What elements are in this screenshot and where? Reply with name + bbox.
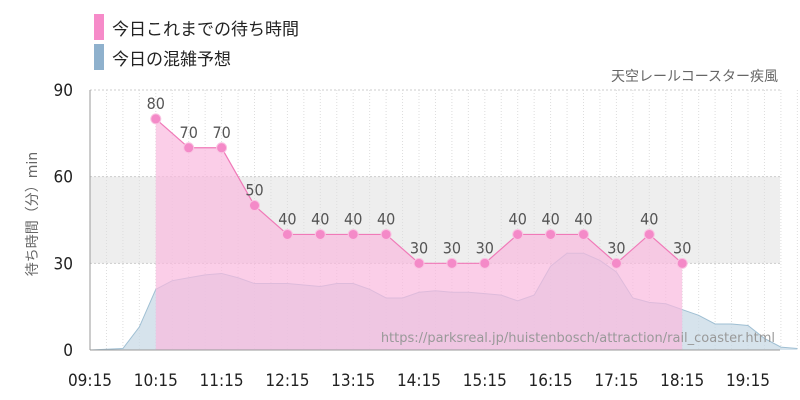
wait-marker [512, 228, 524, 240]
legend-swatch-crowd [94, 44, 104, 70]
wait-area [155, 118, 683, 350]
wait-marker [216, 142, 228, 154]
y-tick-label: 60 [54, 168, 73, 188]
wait-data-label: 80 [147, 94, 165, 113]
wait-data-label: 40 [509, 209, 527, 228]
x-tick-label: 18:15 [660, 371, 704, 391]
wait-data-label: 30 [476, 238, 494, 257]
y-tick-label: 90 [54, 81, 73, 101]
wait-marker [281, 228, 293, 240]
x-tick-label: 14:15 [397, 371, 441, 391]
wait-data-label: 40 [640, 209, 658, 228]
wait-marker [610, 257, 622, 269]
wait-marker [183, 142, 195, 154]
marker-layer [150, 113, 688, 269]
wait-marker [413, 257, 425, 269]
axis-layer: 0 30 60 90 09:15 10:15 11:15 12:15 13:15 14:15 15:… [54, 81, 780, 391]
wait-data-label: 30 [607, 238, 625, 257]
wait-marker [578, 228, 589, 240]
y-tick-label: 0 [63, 341, 73, 361]
wait-data-label: 30 [410, 238, 428, 257]
x-tick-label: 15:15 [463, 371, 507, 391]
wait-marker [446, 257, 458, 269]
wait-data-label: 70 [180, 123, 198, 142]
wait-marker [314, 228, 326, 240]
wait-data-label: 40 [377, 209, 395, 228]
wait-data-label: 40 [541, 209, 559, 228]
wait-data-label: 40 [344, 209, 362, 228]
wait-marker [249, 200, 260, 212]
data-label-layer: 80 70 70 50 40 40 40 40 30 30 30 40 40 40 30 40 30 [147, 94, 692, 257]
source-url-watermark: https://parksreal.jp/huistenbosch/attrac… [381, 331, 775, 346]
legend-item-crowd: 今日の混雑予想 [94, 42, 299, 72]
x-tick-label: 13:15 [331, 371, 375, 391]
legend-swatch-wait [94, 14, 104, 40]
wait-marker [643, 228, 655, 240]
wait-marker [380, 228, 392, 240]
y-axis-title: 待ち時間（分）min [25, 152, 41, 276]
wait-data-label: 40 [311, 209, 329, 228]
wait-marker [150, 113, 162, 125]
x-tick-label: 12:15 [265, 371, 309, 391]
attraction-name: 天空レールコースター疾風 [610, 69, 778, 85]
wait-marker [676, 257, 688, 269]
x-tick-label: 09:15 [68, 371, 112, 391]
wait-marker [347, 228, 359, 240]
x-tick-label: 11:15 [200, 371, 244, 391]
x-tick-label: 16:15 [529, 371, 573, 391]
legend-label-wait: 今日これまでの待ち時間 [112, 19, 299, 40]
legend: 今日これまでの待ち時間 今日の混雑予想 [94, 12, 299, 72]
wait-data-label: 30 [443, 238, 461, 257]
wait-data-label: 50 [245, 181, 263, 200]
wait-data-label: 70 [212, 123, 230, 142]
wait-data-label: 40 [574, 209, 592, 228]
x-tick-label: 19:15 [726, 371, 770, 391]
x-tick-label: 10:15 [134, 371, 178, 391]
legend-item-wait: 今日これまでの待ち時間 [94, 12, 299, 42]
legend-label-crowd: 今日の混雑予想 [112, 49, 231, 70]
wait-data-label: 40 [278, 209, 296, 228]
x-tick-label: 17:15 [594, 371, 638, 391]
wait-data-label: 30 [673, 238, 691, 257]
wait-marker [479, 257, 491, 269]
wait-marker [545, 228, 557, 240]
y-tick-label: 30 [54, 254, 73, 274]
